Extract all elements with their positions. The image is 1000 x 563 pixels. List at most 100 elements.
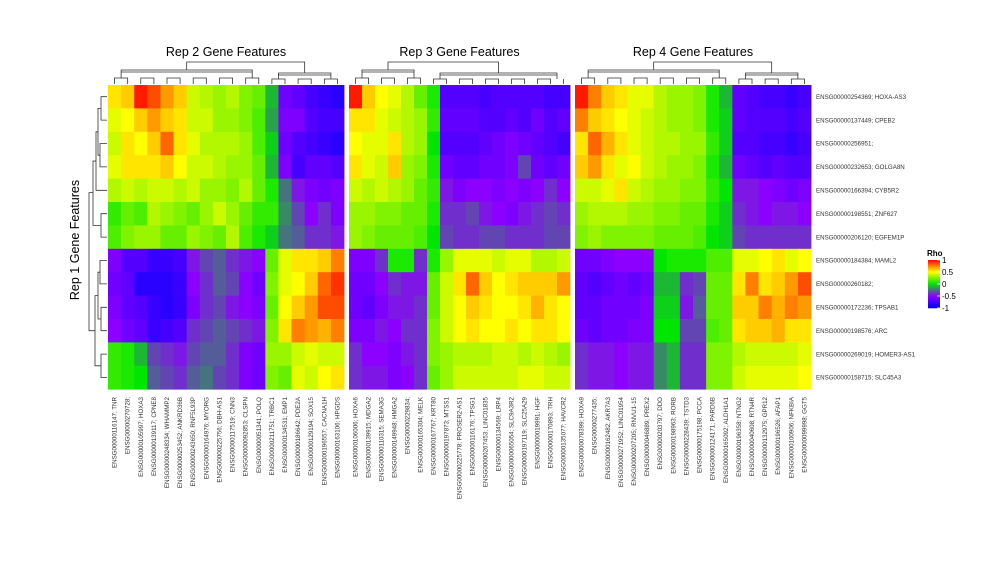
- heatmap-cell: [121, 272, 135, 296]
- legend-color-step: [928, 262, 940, 264]
- heatmap-cell: [758, 108, 773, 133]
- heatmap-cell: [666, 85, 681, 109]
- heatmap-cell: [317, 365, 332, 390]
- column-label: ENSG00000124171; PARD6B: [710, 397, 717, 480]
- legend-color-step: [928, 303, 940, 305]
- heatmap-cell: [401, 155, 415, 179]
- column-label: ENSG00000134569; LRP4: [496, 396, 503, 471]
- heatmap-cell: [544, 365, 558, 390]
- heatmap-cell: [575, 178, 589, 203]
- heatmap-cell: [640, 272, 655, 296]
- column-label: ENSG00000203797; DDO: [657, 397, 664, 470]
- heatmap-cell: [518, 108, 532, 133]
- heatmap-cell: [575, 272, 589, 296]
- heatmap-cell: [706, 108, 720, 133]
- heatmap-cell: [440, 365, 454, 390]
- heatmap-cell: [719, 202, 733, 226]
- heatmap-cell: [640, 178, 655, 203]
- heatmap-cell: [588, 155, 602, 179]
- heatmap-cell: [121, 248, 135, 273]
- heatmap-cell: [252, 178, 266, 203]
- heatmap-cell: [601, 178, 615, 203]
- heatmap-cell: [278, 178, 292, 203]
- legend-color-step: [928, 289, 940, 291]
- heatmap-cell: [278, 225, 292, 250]
- heatmap-cell: [147, 85, 161, 109]
- heatmap-cell: [414, 225, 428, 250]
- heatmap-cell: [784, 225, 799, 250]
- heatmap-cell: [134, 365, 148, 390]
- heatmap-cell: [199, 319, 214, 343]
- heatmap-cell: [317, 131, 332, 156]
- heatmap-cell: [784, 319, 799, 343]
- heatmap-cell: [453, 108, 467, 133]
- heatmap-cell: [388, 295, 402, 320]
- heatmap-cell: [252, 365, 266, 390]
- heatmap-cell: [640, 319, 655, 343]
- heatmap-cell: [479, 85, 493, 109]
- heatmap-cell: [414, 272, 428, 296]
- heatmap-cell: [653, 225, 668, 250]
- heatmap-cell: [440, 295, 454, 320]
- legend-color-step: [928, 280, 940, 282]
- heatmap-cell: [121, 108, 135, 133]
- heatmap-cell: [745, 248, 759, 273]
- heatmap-cell: [492, 272, 506, 296]
- heatmap-cell: [186, 155, 201, 179]
- column-label: ENSG00000100906; NFKBIA: [788, 396, 795, 478]
- legend-color-step: [928, 273, 940, 275]
- heatmap-cell: [173, 295, 188, 320]
- heatmap-cell: [317, 155, 332, 179]
- heatmap-cell: [226, 225, 240, 250]
- legend-color-step: [928, 296, 940, 298]
- heatmap-cell: [199, 108, 214, 133]
- heatmap-cell: [745, 131, 759, 156]
- heatmap-cell: [706, 319, 720, 343]
- heatmap-cell: [719, 225, 733, 250]
- heatmap-cell: [758, 342, 773, 367]
- heatmap-cell: [771, 178, 786, 203]
- column-label: ENSG00000207205; RNVU1-15: [631, 396, 638, 485]
- heatmap-cell: [479, 202, 493, 226]
- heatmap-cell: [758, 272, 773, 296]
- heatmap-cell: [362, 225, 376, 250]
- heatmap-cell: [199, 85, 214, 109]
- heatmap-cell: [186, 342, 201, 367]
- row-label: ENSG00000172236; TPSAB1: [816, 305, 899, 312]
- heatmap-cell: [732, 178, 746, 203]
- heatmap-cell: [134, 248, 148, 273]
- heatmap-cell: [588, 85, 602, 109]
- heatmap-cell: [440, 131, 454, 156]
- heatmap-cell: [121, 319, 135, 343]
- heatmap-cell: [252, 155, 266, 179]
- heatmap-cell: [388, 108, 402, 133]
- heatmap-cell: [640, 295, 655, 320]
- heatmap-cell: [147, 108, 161, 133]
- legend-tick-label: -1: [942, 304, 950, 313]
- heatmap-cell: [252, 319, 266, 343]
- heatmap-cell: [375, 319, 389, 343]
- heatmap-cell: [505, 342, 519, 367]
- heatmap-cell: [330, 85, 345, 109]
- legend-color-step: [928, 285, 940, 287]
- heatmap-cell: [278, 131, 292, 156]
- legend-color-step: [928, 283, 940, 285]
- heatmap-cell: [108, 248, 122, 273]
- heatmap-cell: [732, 131, 746, 156]
- heatmap-cell: [492, 248, 506, 273]
- heatmap-cell: [173, 248, 188, 273]
- heatmap-cell: [349, 108, 363, 133]
- heatmap-cell: [304, 342, 319, 367]
- heatmap-cell: [440, 342, 454, 367]
- heatmap-cell: [362, 272, 376, 296]
- heatmap-cell: [186, 178, 201, 203]
- heatmap-cell: [544, 178, 558, 203]
- heatmap-cell: [797, 178, 812, 203]
- heatmap-cell: [265, 202, 279, 226]
- heatmap-cell: [121, 178, 135, 203]
- heatmap-cell: [745, 319, 759, 343]
- heatmap-cell: [278, 295, 292, 320]
- heatmap-cell: [732, 295, 746, 320]
- heatmap-cell: [401, 319, 415, 343]
- heatmap-cell: [706, 295, 720, 320]
